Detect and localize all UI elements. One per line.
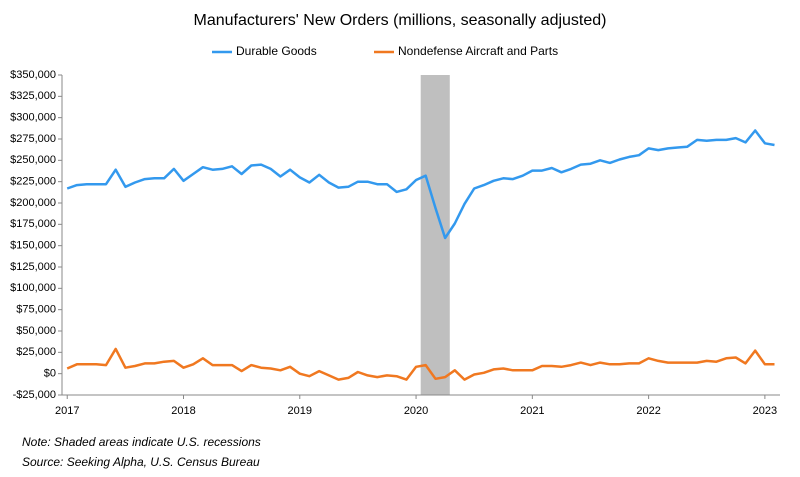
y-tick-label: $100,000 — [10, 282, 56, 294]
legend-label: Nondefense Aircraft and Parts — [398, 44, 558, 58]
y-tick-label: $150,000 — [10, 240, 56, 252]
legend-label: Durable Goods — [236, 44, 317, 58]
source: Source: Seeking Alpha, U.S. Census Burea… — [22, 455, 260, 469]
x-tick-label: 2017 — [55, 405, 79, 417]
x-tick-label: 2021 — [520, 405, 544, 417]
x-tick-label: 2023 — [753, 405, 777, 417]
y-tick-label: $250,000 — [10, 154, 56, 166]
series-line — [66, 347, 775, 381]
y-tick-label: $50,000 — [16, 325, 56, 337]
y-tick-label: $75,000 — [16, 304, 56, 316]
y-tick-label: $0 — [44, 368, 56, 380]
x-tick-label: 2022 — [636, 405, 660, 417]
x-tick-label: 2020 — [404, 405, 428, 417]
y-tick-label: -$25,000 — [13, 389, 56, 401]
chart-title: Manufacturers' New Orders (millions, sea… — [194, 12, 607, 29]
y-tick-label: $300,000 — [10, 112, 56, 124]
y-tick-label: $175,000 — [10, 218, 56, 230]
note: Note: Shaded areas indicate U.S. recessi… — [22, 435, 261, 449]
y-tick-label: $275,000 — [10, 133, 56, 145]
series-line — [66, 129, 775, 240]
x-tick-label: 2018 — [171, 405, 195, 417]
x-tick-label: 2019 — [288, 405, 312, 417]
y-tick-label: $125,000 — [10, 261, 56, 273]
y-tick-label: $25,000 — [16, 346, 56, 358]
y-tick-label: $350,000 — [10, 69, 56, 81]
y-tick-label: $325,000 — [10, 90, 56, 102]
y-tick-label: $200,000 — [10, 197, 56, 209]
y-tick-label: $225,000 — [10, 176, 56, 188]
